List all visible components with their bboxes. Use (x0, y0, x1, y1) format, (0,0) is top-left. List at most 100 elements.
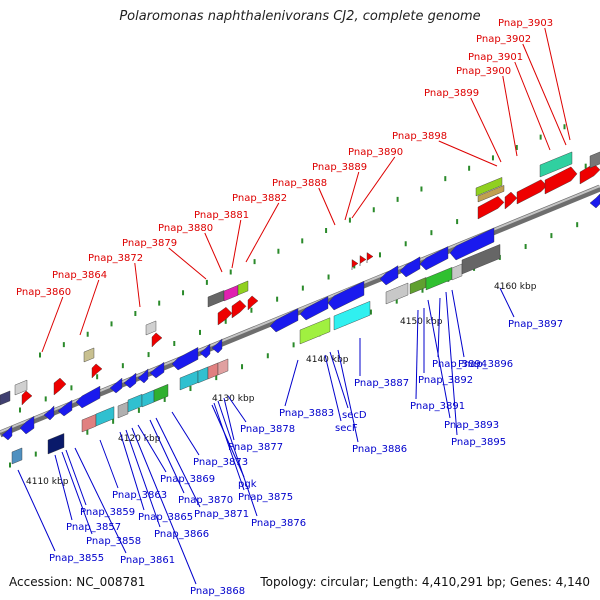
reverse-leader-line (499, 287, 515, 318)
forward-leader-line (168, 247, 207, 280)
scale-label: 4160 kbp (494, 282, 537, 292)
reverse-gene (589, 193, 600, 209)
forward-feature (589, 151, 600, 169)
forward-gene-label: Pnap_3903 (498, 18, 553, 29)
forward-leader-line (438, 140, 498, 167)
reverse-leader-line (217, 400, 258, 517)
forward-gene-label: Pnap_3880 (158, 223, 213, 234)
reverse-gene (171, 347, 199, 371)
reverse-gene-label: Pnap_3859 (80, 507, 135, 518)
forward-leader-line (134, 262, 141, 308)
genome-title: Polaromonas naphthalenivorans CJ2, compl… (119, 9, 481, 24)
reverse-gene (399, 256, 421, 278)
forward-leader-line (470, 97, 502, 163)
forward-gene-label: Pnap_3860 (16, 287, 71, 298)
forward-gene (91, 363, 103, 379)
reverse-gene (449, 227, 495, 261)
reverse-feature (11, 447, 23, 465)
forward-feature (237, 280, 249, 296)
forward-leader-line (231, 219, 242, 269)
reverse-leader-line (284, 359, 299, 407)
reverse-gene (327, 280, 365, 311)
forward-gene (247, 295, 259, 311)
forward-gene (351, 259, 359, 270)
forward-feature (539, 151, 573, 178)
forward-gene-label: Pnap_3882 (232, 193, 287, 204)
forward-leader-line (79, 279, 100, 336)
forward-leader-line (318, 187, 336, 226)
forward-leader-line (204, 232, 223, 273)
reverse-feature (409, 277, 427, 295)
forward-leader-line (544, 27, 571, 141)
reverse-gene-label: Pnap_3883 (279, 408, 334, 419)
reverse-leader-line (213, 402, 245, 491)
reverse-gene-label: Pnap_3892 (418, 375, 473, 386)
scale-label: 4130 kbp (212, 394, 255, 404)
forward-gene (359, 255, 367, 266)
forward-gene (504, 191, 518, 210)
reverse-leader-line (415, 309, 419, 400)
reverse-gene-label: secF (335, 423, 358, 434)
reverse-feature (95, 406, 115, 427)
forward-feature (0, 390, 11, 406)
reverse-leader-line (54, 454, 73, 521)
forward-leader-line (502, 75, 518, 157)
reverse-gene (19, 415, 35, 435)
reverse-feature (81, 413, 97, 433)
forward-gene (53, 377, 67, 396)
forward-feature (207, 290, 225, 308)
reverse-gene-label: pgk (238, 479, 257, 490)
reverse-gene (419, 246, 449, 271)
forward-gene-label: Pnap_3889 (312, 162, 367, 173)
accession-text: Accession: NC_008781 (9, 575, 146, 589)
forward-feature (83, 347, 95, 363)
reverse-gene-label: Pnap_3897 (508, 319, 563, 330)
reverse-feature (425, 267, 453, 291)
reverse-feature (461, 244, 501, 275)
reverse-leader-line (337, 349, 359, 443)
reverse-leader-line (227, 395, 247, 423)
reverse-leader-line (324, 354, 342, 422)
reverse-leader-line (149, 419, 185, 494)
forward-gene-label: Pnap_3890 (348, 147, 403, 158)
forward-gene-label: Pnap_3899 (424, 88, 479, 99)
forward-gene (516, 179, 548, 205)
forward-gene (217, 306, 233, 326)
reverse-feature (141, 389, 155, 408)
reverse-leader-line (17, 469, 56, 552)
forward-gene-label: Pnap_3901 (468, 52, 523, 63)
reverse-leader-line (223, 397, 235, 441)
reverse-feature (179, 370, 199, 391)
reverse-feature (47, 433, 65, 455)
reverse-feature (385, 282, 409, 305)
forward-gene (477, 196, 505, 220)
forward-gene (366, 252, 374, 263)
reverse-gene-label: Pnap_3869 (160, 474, 215, 485)
forward-gene-label: Pnap_3864 (52, 270, 107, 281)
reverse-leader-line (125, 429, 161, 528)
reverse-feature (333, 300, 371, 331)
reverse-gene (109, 377, 123, 394)
reverse-gene (137, 368, 149, 384)
forward-leader-line (351, 156, 396, 219)
reverse-leader-line (329, 351, 349, 409)
reverse-gene (43, 405, 55, 421)
reverse-gene (149, 361, 165, 379)
reverse-gene-label: Pnap_3876 (251, 518, 306, 529)
reverse-gene-label: Pnap_3861 (120, 555, 175, 566)
topology-text: Topology: circular; Length: 4,410,291 bp… (260, 575, 590, 589)
forward-feature (477, 185, 505, 203)
forward-gene (544, 166, 578, 195)
reverse-gene-label: Pnap_3868 (190, 586, 245, 597)
reverse-gene (123, 372, 137, 389)
reverse-leader-line (119, 431, 145, 511)
reverse-gene-label: Pnap_3877 (228, 442, 283, 453)
reverse-gene-label: Pnap_3894 (432, 359, 487, 370)
forward-gene-label: Pnap_3872 (88, 253, 143, 264)
reverse-gene (1, 425, 13, 441)
reverse-leader-line (445, 291, 458, 436)
forward-gene-label: Pnap_3879 (122, 238, 177, 249)
reverse-gene-label: Pnap_3855 (49, 553, 104, 564)
reverse-gene-label: Pnap_3886 (352, 444, 407, 455)
